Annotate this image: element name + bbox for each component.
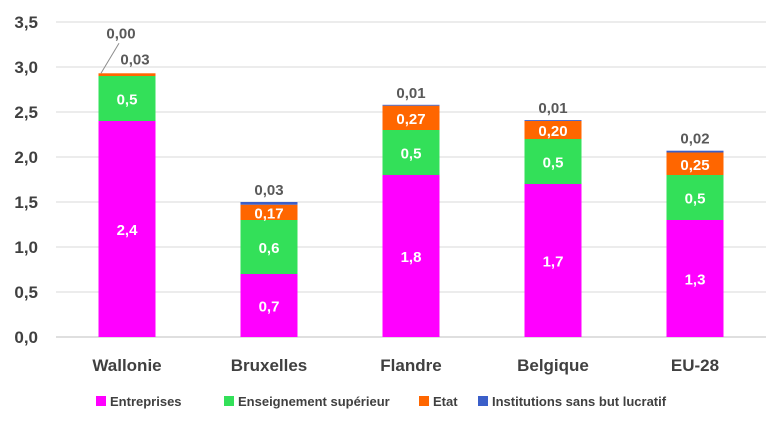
y-tick-label: 1,0 bbox=[14, 238, 38, 257]
y-tick-label: 0,5 bbox=[14, 283, 38, 302]
legend-entry: Institutions sans but lucratif bbox=[492, 394, 667, 409]
bar-segment-Bruxelles-3 bbox=[241, 202, 298, 205]
y-tick-label: 3,5 bbox=[14, 13, 38, 32]
legend-entry: Enseignement supérieur bbox=[238, 394, 390, 409]
data-label: 0,6 bbox=[259, 240, 280, 257]
y-tick-label: 3,0 bbox=[14, 58, 38, 77]
data-label: 0,03 bbox=[120, 51, 149, 68]
data-label: 2,4 bbox=[117, 222, 139, 239]
x-tick-label: Bruxelles bbox=[231, 356, 308, 375]
data-label: 0,00 bbox=[106, 25, 135, 42]
legend-swatch-0 bbox=[96, 396, 106, 406]
legend-entry: Entreprises bbox=[110, 394, 182, 409]
x-tick-label: EU-28 bbox=[671, 356, 719, 375]
data-label: 0,03 bbox=[254, 182, 283, 199]
x-axis: Wallonie Bruxelles Flandre Belgique EU-28 bbox=[92, 356, 719, 375]
bar-segment-Wallonie-2 bbox=[99, 73, 156, 76]
data-label: 0,5 bbox=[401, 146, 422, 163]
legend-swatch-1 bbox=[224, 396, 234, 406]
x-tick-label: Wallonie bbox=[92, 356, 161, 375]
data-label: 1,8 bbox=[401, 249, 422, 266]
data-label: 1,7 bbox=[543, 254, 564, 271]
data-label: 0,25 bbox=[680, 157, 709, 174]
data-label: 0,20 bbox=[538, 123, 567, 140]
data-label: 1,3 bbox=[685, 272, 706, 289]
y-tick-label: 1,5 bbox=[14, 193, 38, 212]
bar-segment-Flandre-3 bbox=[383, 105, 440, 106]
y-tick-label: 2,5 bbox=[14, 103, 38, 122]
legend-swatch-2 bbox=[419, 396, 429, 406]
data-label: 0,01 bbox=[396, 85, 425, 102]
legend-swatch-3 bbox=[478, 396, 488, 406]
x-tick-label: Flandre bbox=[380, 356, 441, 375]
legend: Entreprises Enseignement supérieur Etat Ins… bbox=[96, 394, 667, 409]
data-label: 0,27 bbox=[396, 111, 425, 128]
data-label: 0,5 bbox=[685, 191, 706, 208]
data-label: 0,5 bbox=[117, 92, 138, 109]
y-tick-label: 0,0 bbox=[14, 328, 38, 347]
data-label: 0,02 bbox=[680, 131, 709, 148]
data-label: 0,7 bbox=[259, 299, 280, 316]
legend-entry: Etat bbox=[433, 394, 458, 409]
data-label: 0,17 bbox=[254, 205, 283, 222]
bar-segment-EU-28-3 bbox=[667, 151, 724, 153]
bar-segment-Belgique-3 bbox=[525, 120, 582, 121]
y-axis: 0,0 0,5 1,0 1,5 2,0 2,5 3,0 3,5 bbox=[14, 13, 38, 347]
data-label: 0,01 bbox=[538, 100, 567, 117]
data-label: 0,5 bbox=[543, 155, 564, 172]
x-tick-label: Belgique bbox=[517, 356, 589, 375]
leader-line bbox=[101, 43, 119, 73]
y-tick-label: 2,0 bbox=[14, 148, 38, 167]
